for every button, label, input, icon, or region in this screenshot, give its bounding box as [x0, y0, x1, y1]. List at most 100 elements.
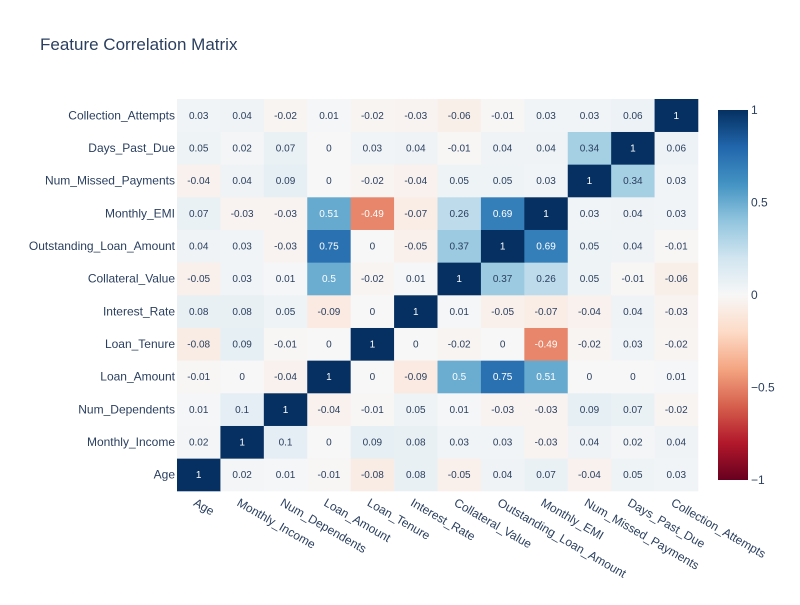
heatmap-cell — [350, 262, 395, 296]
heatmap-cell — [654, 262, 699, 296]
heatmap-cell-label: 0.02 — [189, 438, 209, 449]
heatmap-cell — [307, 164, 351, 198]
heatmap-cell — [307, 262, 351, 296]
heatmap-cell-label: 0 — [630, 372, 636, 383]
heatmap-cell-label: 0.05 — [189, 144, 209, 155]
heatmap-cell-label: 0.75 — [319, 242, 339, 253]
heatmap-cell-label: 0.01 — [319, 111, 339, 122]
heatmap-cell-label: 0.03 — [580, 209, 600, 220]
heatmap-cell — [263, 295, 308, 328]
heatmap-cell-label: -0.06 — [665, 274, 688, 285]
heatmap-cell — [480, 197, 525, 230]
heatmap-cell — [220, 360, 265, 394]
heatmap-cell-label: -0.04 — [318, 405, 341, 416]
heatmap-cell-label: 1 — [630, 144, 636, 155]
heatmap-cell — [263, 393, 308, 426]
heatmap-cell-label: 0.04 — [623, 307, 643, 318]
colorbar: 1 0.5 0 −0.5 −1 — [718, 103, 775, 487]
heatmap-cell — [567, 360, 612, 394]
heatmap-cell-label: -0.03 — [665, 307, 688, 318]
heatmap-cell — [177, 99, 221, 132]
heatmap-cell — [437, 229, 482, 263]
heatmap-cell-label: 1 — [283, 405, 289, 416]
heatmap-cell — [480, 229, 525, 263]
heatmap-cell — [350, 229, 395, 263]
colorbar-tick-label: 0 — [751, 288, 758, 302]
heatmap-cell — [480, 393, 525, 426]
heatmap-cell-label: 0.51 — [319, 209, 339, 220]
heatmap-cell — [394, 229, 438, 263]
heatmap-cell-label: 0.03 — [667, 209, 687, 220]
heatmap-cell-label: -0.03 — [274, 209, 297, 220]
heatmap-cell-label: 1 — [674, 111, 680, 122]
heatmap-cell-label: -0.09 — [318, 307, 341, 318]
heatmap-cell-label: -0.01 — [187, 372, 210, 383]
heatmap-cell-label: -0.01 — [274, 340, 297, 351]
heatmap-cell-label: 0.03 — [493, 438, 513, 449]
heatmap-cell — [307, 327, 351, 361]
heatmap-cell — [350, 425, 395, 459]
x-tick-label: Age — [191, 495, 217, 518]
heatmap-cell — [480, 164, 525, 198]
heatmap-cell-label: -0.02 — [274, 111, 297, 122]
heatmap-cell-label: 0.04 — [406, 144, 426, 155]
heatmap-cell-label: -0.01 — [621, 274, 644, 285]
heatmap-cell — [437, 295, 482, 328]
heatmap-cell — [350, 164, 395, 198]
y-tick-label: Num_Dependents — [78, 402, 175, 416]
heatmap-cell-label: -0.03 — [231, 209, 254, 220]
y-tick-label: Monthly_EMI — [105, 206, 175, 220]
heatmap-cell-label: 0.09 — [580, 405, 600, 416]
heatmap-cell-label: -0.01 — [665, 242, 688, 253]
heatmap-cell-label: 0.08 — [406, 470, 426, 481]
heatmap-cell — [567, 295, 612, 328]
heatmap-cell-label: 0.03 — [363, 144, 383, 155]
heatmap-cell-label: -0.02 — [361, 111, 384, 122]
heatmap-cell — [611, 262, 655, 296]
heatmap-cell — [611, 99, 655, 132]
heatmap-cell-label: -0.02 — [448, 340, 471, 351]
heatmap-cell-label: 0.07 — [623, 405, 643, 416]
heatmap-cell-label: 0.34 — [623, 176, 643, 187]
heatmap-cell-label: 1 — [413, 307, 419, 318]
heatmap-cells: 1 0.02 0.01 -0.01 -0.08 0.08 -0.05 0.04 0.07 -0.0… — [177, 99, 699, 492]
heatmap-cell — [394, 425, 438, 459]
heatmap-cell-label: 0.04 — [623, 242, 643, 253]
heatmap-cell-label: 0 — [370, 242, 376, 253]
colorbar-gradient — [718, 110, 748, 480]
heatmap-cell — [654, 229, 699, 263]
heatmap-cell-label: 0.69 — [493, 209, 513, 220]
heatmap-cell — [263, 327, 308, 361]
heatmap-cell-label: 0.51 — [536, 372, 556, 383]
heatmap-cell-label: 0.01 — [276, 274, 296, 285]
heatmap-cell-label: -0.05 — [404, 242, 427, 253]
heatmap-cell — [394, 393, 438, 426]
heatmap-cell-label: 0.01 — [406, 274, 426, 285]
heatmap-cell-label: 0.26 — [449, 209, 469, 220]
heatmap-cell-label: 0 — [587, 372, 593, 383]
heatmap-cell — [394, 360, 438, 394]
heatmap-cell — [220, 99, 265, 132]
heatmap-cell-label: 0.04 — [623, 209, 643, 220]
heatmap-cell — [394, 262, 438, 296]
y-tick-label: Age — [154, 468, 176, 482]
heatmap-cell-label: -0.03 — [491, 405, 514, 416]
heatmap-cell — [567, 393, 612, 426]
heatmap-cell — [611, 458, 655, 492]
heatmap-cell — [654, 327, 699, 361]
heatmap-cell-label: -0.05 — [491, 307, 514, 318]
heatmap-cell-label: 0.07 — [189, 209, 209, 220]
heatmap-cell-label: 0.05 — [580, 242, 600, 253]
colorbar-tick-label: −0.5 — [751, 381, 775, 395]
heatmap-cell-label: 0.05 — [449, 176, 469, 187]
heatmap-cell — [611, 295, 655, 328]
heatmap-cell — [350, 458, 395, 492]
heatmap-cell — [394, 327, 438, 361]
heatmap-cell-label: 0.05 — [276, 307, 296, 318]
heatmap-cell — [654, 164, 699, 198]
heatmap-cell — [437, 197, 482, 230]
heatmap-cell-label: 0.26 — [536, 274, 556, 285]
heatmap-cell-label: 0.03 — [667, 470, 687, 481]
heatmap-cell — [480, 458, 525, 492]
